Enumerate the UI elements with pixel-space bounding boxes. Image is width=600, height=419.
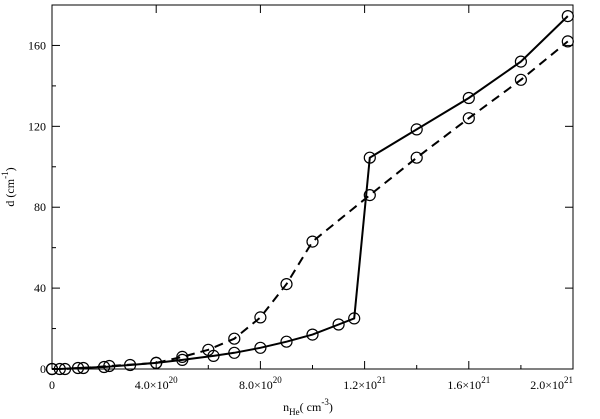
data-point-solid — [514, 55, 528, 68]
y-axis-title: d (cm-1) — [0, 167, 17, 206]
data-point-solid — [332, 318, 345, 331]
data-point-dashed — [103, 359, 116, 373]
plot-frame — [51, 4, 574, 370]
data-point-dashed — [176, 350, 189, 363]
data-point-solid — [363, 151, 376, 164]
data-point-dashed — [363, 189, 376, 202]
data-point-solid — [306, 328, 319, 341]
x-axis: 0 4.0×1020 8.0×1020 1.2×1021 1.6×1021 2.0×102… — [49, 5, 574, 392]
data-point-dashed — [306, 235, 319, 248]
data-point-solid — [348, 312, 361, 325]
data-point-dashed — [150, 356, 163, 369]
x-tick-label: 4.0×1020 — [135, 375, 178, 392]
data-point-dashed — [202, 343, 215, 356]
y-tick-label: 80 — [34, 200, 46, 214]
x-tick-label: 8.0×1020 — [239, 375, 282, 392]
y-axis: 0 40 80 120 160 — [28, 38, 573, 376]
data-point-solid — [228, 346, 241, 359]
data-point-dashed — [561, 35, 574, 48]
x-tick-label: 1.2×1021 — [343, 375, 386, 392]
y-tick-label: 0 — [40, 362, 46, 376]
x-tick-label: 0 — [49, 378, 55, 392]
data-point-dashed — [45, 362, 59, 376]
data-point-dashed — [462, 112, 475, 125]
data-point-solid — [176, 353, 189, 366]
data-point-solid — [462, 91, 475, 105]
data-point-dashed — [228, 332, 241, 345]
data-point-solid — [254, 341, 267, 354]
data-point-dashed — [77, 361, 90, 375]
data-point-solid — [410, 123, 423, 136]
x-axis-title: nHe( cm-3) — [283, 397, 333, 417]
x-tick-label: 1.6×1021 — [447, 375, 490, 392]
y-tick-label: 40 — [34, 281, 46, 295]
data-point-dashed — [254, 311, 267, 324]
y-tick-label: 160 — [28, 38, 46, 52]
data-point-solid — [280, 335, 293, 348]
y-tick-label: 120 — [28, 119, 46, 133]
series-line-dashed — [52, 40, 569, 370]
series-layer — [45, 10, 574, 376]
data-point-solid — [561, 10, 574, 23]
data-point-dashed — [280, 278, 293, 291]
data-point-dashed — [514, 73, 528, 86]
data-point-dashed — [410, 151, 423, 164]
series-line-solid — [52, 15, 569, 370]
data-point-dashed — [58, 362, 72, 376]
x-tick-label: 2.0×1021 — [530, 375, 573, 392]
